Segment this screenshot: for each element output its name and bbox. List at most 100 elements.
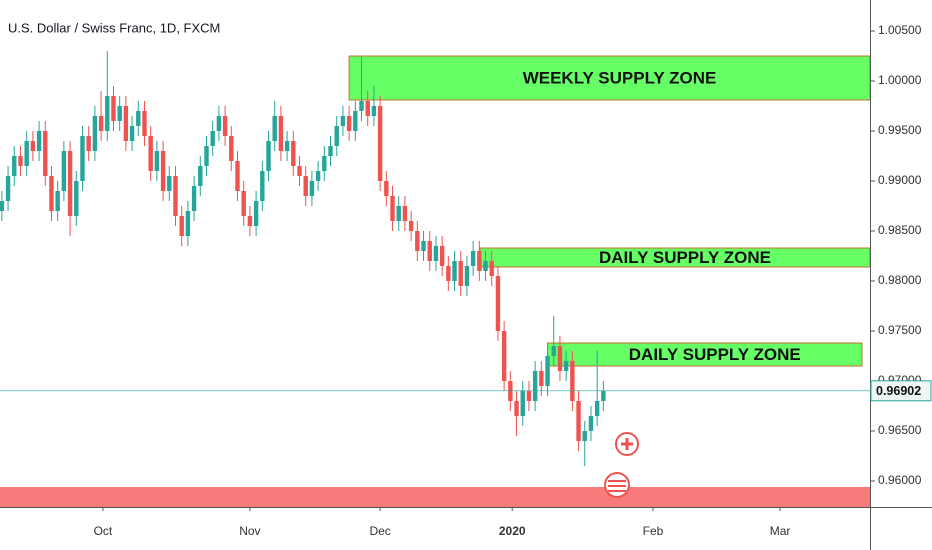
candle-body [148,136,153,171]
candle-body [309,181,315,196]
candle-body [278,116,284,151]
x-tick-label: Feb [643,524,664,538]
zone-label: DAILY SUPPLY ZONE [599,248,771,267]
candle-body [167,176,172,191]
candle-body [111,96,116,121]
zone [348,55,871,101]
candle-body [253,201,259,226]
candle-body [483,261,488,271]
candle-body [520,391,525,416]
candle-body [346,116,352,131]
candle-body [433,246,439,261]
candle-body [55,191,60,211]
candle-body [291,141,296,166]
candle-body [576,401,581,441]
candle-body [446,266,451,281]
candle-body [92,116,98,151]
candle-body [495,276,501,331]
y-tick-label: 0.97500 [878,323,922,337]
candle-body [12,156,17,176]
y-tick-label: 0.96000 [878,473,922,487]
candle-body [284,141,290,151]
candle-body [557,346,563,371]
candle-body [222,116,228,136]
plot: WEEKLY SUPPLY ZONE DAILY SUPPLY ZONE DAILY… [0,51,871,507]
candle-body [365,101,370,116]
candle-body [396,206,401,221]
candle-body [582,431,587,441]
candle-body [315,171,321,181]
candle-body [49,176,54,211]
y-tick-label: 0.98500 [878,223,922,237]
y-tick-label: 0.96500 [878,423,922,437]
candle-body [514,401,519,416]
candle-body [24,141,29,166]
candle-body [501,331,507,381]
candle-body [322,156,327,171]
candle-body [185,211,191,236]
candle-body [67,151,73,216]
candle-body [36,131,42,151]
last-price-box [870,380,932,402]
candle-body [216,116,222,131]
candle-body [415,231,420,251]
candle-body [210,131,215,146]
candle-body [402,206,408,221]
y-tick-label: 1.00500 [878,23,922,37]
candle-body [105,96,110,131]
candle-body [117,106,122,121]
candle-body [464,266,470,286]
candle-body [470,251,476,266]
candle-body [204,146,209,166]
candle-body [477,251,482,271]
candle-body [198,166,203,186]
candle-body [43,131,48,176]
candle-body [439,246,445,266]
candle-body [272,116,277,141]
event-icon-flag [608,480,626,492]
candle-body [377,106,383,181]
candle-body [359,101,364,111]
candle-body [458,261,463,286]
candle-body [489,261,494,276]
candle-body [390,196,395,221]
y-tick-label: 0.98000 [878,273,922,287]
candle-body [129,126,135,141]
candle-body [334,126,339,146]
candle-body [303,176,308,196]
event-icons [604,432,639,498]
y-tick-label: 0.99500 [878,123,922,137]
candle-body [551,346,556,356]
candle-body [594,401,600,416]
candle-body [142,111,147,136]
candle-body [297,166,302,176]
zone-label: WEEKLY SUPPLY ZONE [523,68,717,87]
candle-body [353,111,358,131]
candle-body [191,186,197,211]
candle-body [526,391,532,401]
zone-label: DAILY SUPPLY ZONE [629,345,801,364]
candle-body [371,106,377,116]
candle-body [229,136,234,161]
candle-body [421,241,426,251]
candle-body [154,151,160,171]
zone [0,487,870,507]
candle-body [18,156,23,166]
x-tick-label: Dec [369,524,390,538]
candle-body [260,171,265,201]
candle-body [266,141,271,171]
candle-body [123,106,129,141]
candle-body [5,176,11,201]
candle-body [0,201,5,211]
x-tick-label: Oct [94,524,113,538]
candle-body [247,216,253,226]
y-tick-label: 1.00000 [878,73,922,87]
last-price-label: 0.96902 [876,384,921,398]
candle-body [30,141,36,151]
candle-body [61,151,67,191]
candle-body [539,371,544,386]
candle-body [588,416,594,431]
x-tick-label: Nov [239,524,260,538]
